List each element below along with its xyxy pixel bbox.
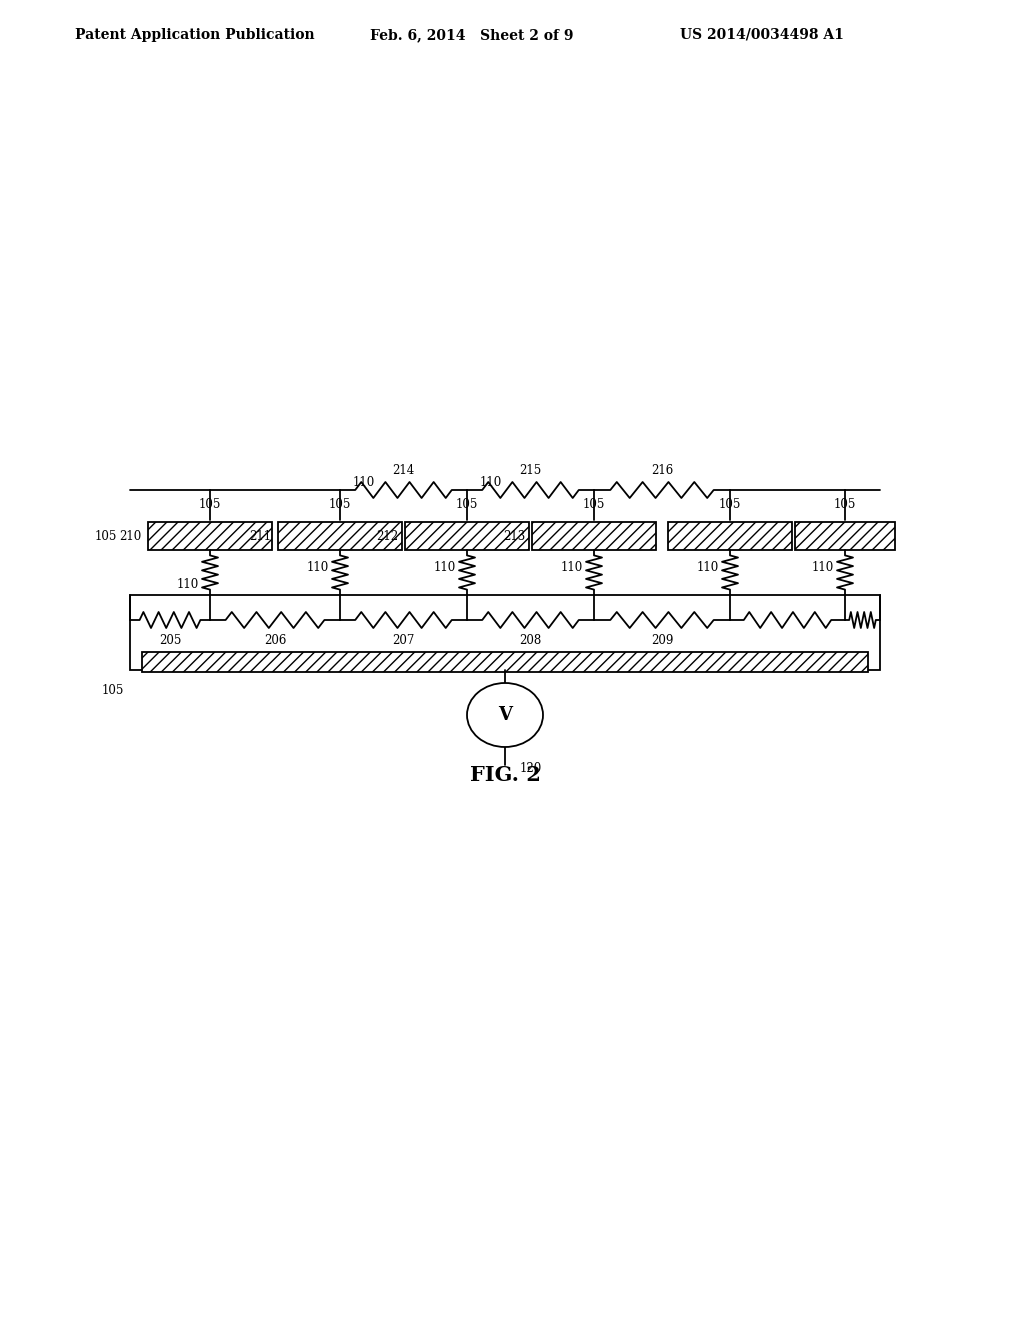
- Text: 206: 206: [264, 634, 286, 647]
- Text: 210: 210: [119, 529, 141, 543]
- Text: 208: 208: [519, 634, 542, 647]
- Text: 110: 110: [561, 561, 583, 574]
- Text: 214: 214: [392, 463, 415, 477]
- Text: 110: 110: [479, 475, 502, 488]
- Text: 105: 105: [719, 498, 741, 511]
- Bar: [532, 521, 656, 550]
- Text: 105: 105: [329, 498, 351, 511]
- Text: 110: 110: [352, 475, 375, 488]
- Text: 215: 215: [519, 463, 542, 477]
- Text: 105: 105: [834, 498, 856, 511]
- Bar: [130, 595, 880, 671]
- Text: 105: 105: [199, 498, 221, 511]
- Text: US 2014/0034498 A1: US 2014/0034498 A1: [680, 28, 844, 42]
- Bar: [278, 521, 402, 550]
- Text: 207: 207: [392, 634, 415, 647]
- Text: Feb. 6, 2014   Sheet 2 of 9: Feb. 6, 2014 Sheet 2 of 9: [370, 28, 573, 42]
- Text: 110: 110: [177, 578, 199, 591]
- Text: FIG. 2: FIG. 2: [470, 766, 541, 785]
- Text: 110: 110: [307, 561, 329, 574]
- Text: 110: 110: [812, 561, 835, 574]
- Ellipse shape: [467, 682, 543, 747]
- Text: 216: 216: [651, 463, 673, 477]
- Text: 205: 205: [159, 634, 181, 647]
- Text: 212: 212: [376, 529, 398, 543]
- Text: 209: 209: [651, 634, 673, 647]
- Text: 211: 211: [249, 529, 271, 543]
- Text: 110: 110: [434, 561, 456, 574]
- Text: 120: 120: [520, 763, 543, 776]
- Bar: [406, 521, 529, 550]
- Text: 110: 110: [697, 561, 719, 574]
- Text: 213: 213: [503, 529, 525, 543]
- Bar: [142, 652, 868, 672]
- Text: 105: 105: [101, 684, 124, 697]
- Bar: [148, 521, 272, 550]
- Bar: [795, 521, 895, 550]
- Text: 105: 105: [583, 498, 605, 511]
- Bar: [668, 521, 792, 550]
- Text: 105: 105: [95, 529, 117, 543]
- Text: Patent Application Publication: Patent Application Publication: [75, 28, 314, 42]
- Text: 105: 105: [456, 498, 478, 511]
- Text: V: V: [498, 706, 512, 723]
